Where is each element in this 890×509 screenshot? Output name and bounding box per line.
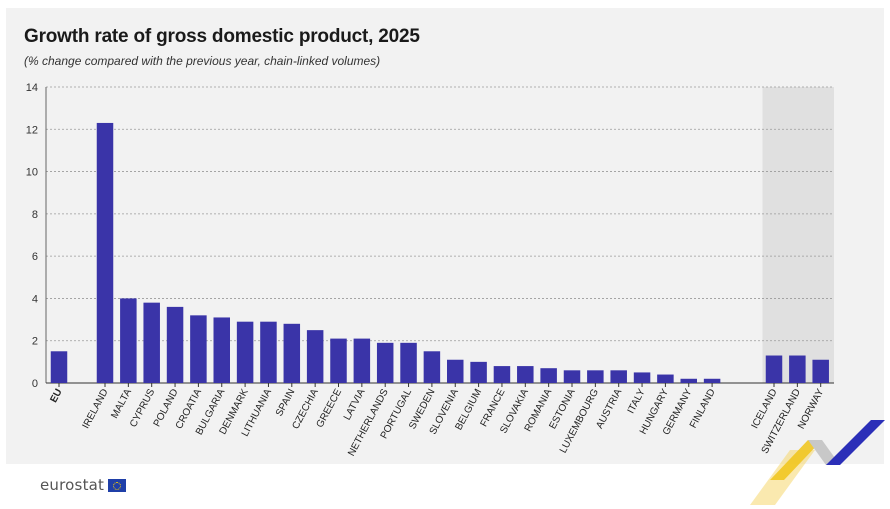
- x-tick-label-malta: MALTA: [109, 387, 134, 421]
- bar-croatia: [190, 315, 207, 383]
- bar-ireland: [96, 122, 114, 383]
- bar-france: [493, 366, 511, 383]
- deco-yellow-stripe-2: [770, 440, 822, 480]
- bar-spain: [283, 323, 301, 383]
- bar-hungary: [657, 374, 674, 383]
- bar-portugal: [400, 342, 417, 383]
- bar-luxembourg: [587, 370, 604, 383]
- shaded-region: [762, 87, 834, 383]
- bar-romania: [540, 368, 557, 383]
- bar-netherlands: [376, 342, 394, 383]
- x-tick-label-ireland: IRELAND: [81, 387, 111, 430]
- deco-grey-stripe: [808, 440, 840, 465]
- x-tick-label-italy: ITALY: [626, 387, 648, 416]
- bar-iceland: [765, 355, 783, 383]
- y-tick-label: 0: [32, 378, 38, 390]
- y-tick-label: 10: [26, 167, 38, 179]
- bar-austria: [610, 370, 627, 383]
- y-tick-label: 2: [32, 336, 38, 348]
- x-tick-label-latvia: LATVIA: [342, 387, 368, 422]
- bar-slovakia: [517, 366, 534, 383]
- chart-subtitle: (% change compared with the previous yea…: [24, 54, 381, 68]
- bar-latvia: [353, 338, 371, 383]
- brand-corner-decoration: [750, 420, 885, 505]
- deco-blue-stripe: [826, 420, 885, 465]
- bar-czechia: [306, 330, 324, 383]
- bar-sweden: [423, 351, 441, 383]
- logo-text: eurostat: [40, 476, 105, 494]
- bar-estonia: [563, 370, 581, 383]
- bar-lithuania: [260, 321, 277, 383]
- y-tick-label: 8: [32, 209, 38, 221]
- bar-italy: [633, 372, 651, 383]
- eurostat-logo: eurostat: [40, 476, 127, 494]
- eu-flag-icon: [108, 478, 127, 492]
- bar-switzerland: [789, 355, 806, 383]
- y-tick-label: 14: [26, 82, 38, 94]
- bar-finland: [703, 378, 721, 383]
- bar-slovenia: [447, 359, 464, 383]
- bar-eu: [50, 351, 68, 383]
- bar-cyprus: [143, 302, 160, 383]
- bar-greece: [330, 338, 347, 383]
- bar-poland: [166, 306, 184, 383]
- y-tick-label: 6: [32, 251, 38, 263]
- chart-title: Growth rate of gross domestic product, 2…: [24, 26, 420, 47]
- y-tick-label: 4: [32, 293, 38, 305]
- x-tick-label-spain: SPAIN: [274, 387, 297, 418]
- bar-denmark: [236, 321, 254, 383]
- y-tick-label: 12: [26, 124, 38, 136]
- bar-bulgaria: [213, 317, 230, 383]
- x-tick-label-eu: EU: [48, 387, 64, 404]
- chart-panel: [6, 8, 884, 464]
- bar-malta: [120, 298, 137, 383]
- bar-norway: [812, 359, 829, 383]
- bar-belgium: [470, 361, 487, 383]
- bar-germany: [680, 378, 697, 383]
